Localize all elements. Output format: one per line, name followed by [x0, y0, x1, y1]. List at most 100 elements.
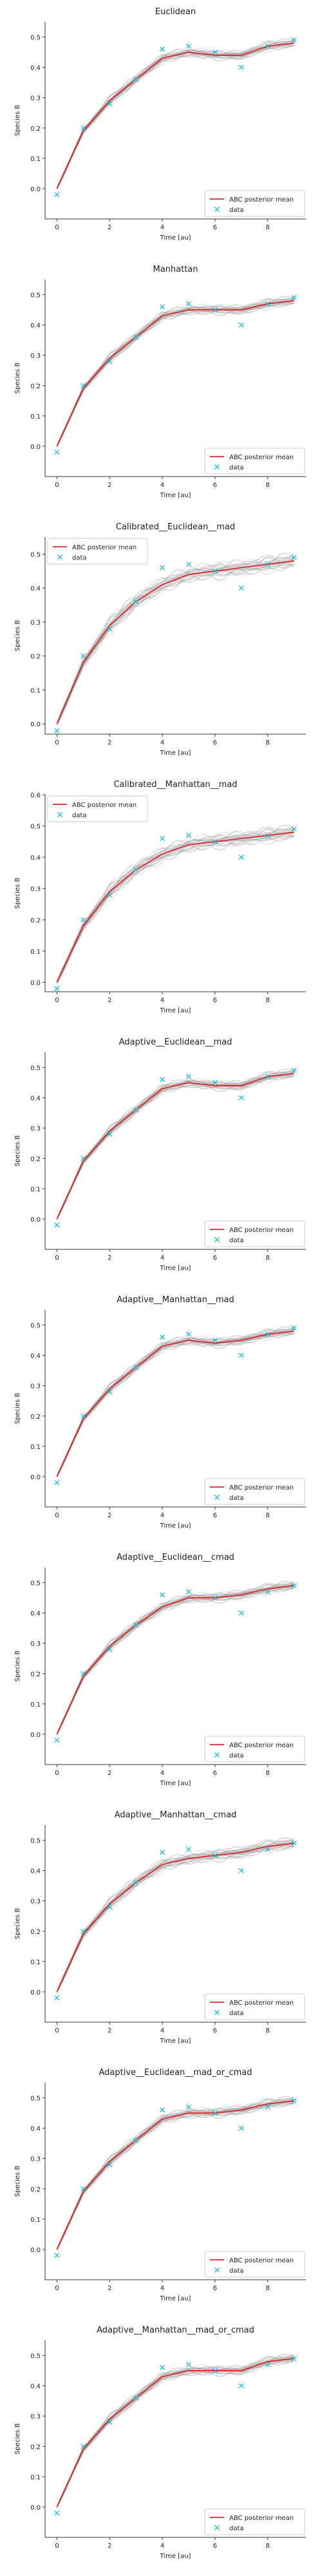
y-tick-label: 0.2 [30, 383, 41, 390]
posterior-sample-trace [56, 1332, 294, 1477]
x-axis-label: Time [au] [160, 1007, 191, 1014]
posterior-sample-trace [56, 1332, 294, 1477]
posterior-sample-trace [56, 1583, 294, 1734]
posterior-sample-trace [56, 1581, 294, 1734]
data-point [80, 1928, 86, 1934]
posterior-sample-trace [56, 1332, 294, 1477]
data-point [107, 1647, 113, 1653]
legend-label-mean: ABC posterior mean [72, 544, 137, 551]
chart-title: Manhattan [153, 265, 198, 274]
data-point [265, 1331, 270, 1337]
y-tick-label: 0.4 [30, 855, 41, 862]
posterior-sample-trace [56, 1580, 294, 1734]
y-tick-label: 0.3 [30, 1641, 41, 1648]
data-point [133, 1622, 139, 1628]
data-point [185, 301, 191, 307]
y-tick-label: 0.1 [30, 949, 41, 956]
posterior-sample-trace [56, 2357, 294, 2508]
posterior-sample-trace [56, 829, 294, 982]
posterior-sample-trace [56, 2102, 294, 2250]
posterior-sample-trace [56, 2358, 294, 2508]
x-tick-label: 4 [160, 1770, 164, 1777]
y-tick-label: 0.0 [30, 1474, 41, 1481]
legend-label-mean: ABC posterior mean [229, 1227, 294, 1234]
legend-box [204, 1220, 305, 1247]
posterior-sample-trace [56, 558, 294, 724]
y-tick-label: 0.1 [30, 1186, 41, 1193]
posterior-sample-trace [56, 1328, 294, 1477]
posterior-sample-trace [56, 1329, 294, 1477]
posterior-sample-trace [56, 40, 294, 189]
posterior-sample-trace [56, 828, 294, 983]
y-tick-label: 0.3 [30, 1899, 41, 1906]
data-point [212, 1338, 218, 1343]
posterior-sample-trace [56, 830, 294, 983]
data-point [238, 322, 244, 328]
posterior-sample-trace [56, 1327, 294, 1477]
posterior-sample-trace [56, 1584, 294, 1734]
posterior-sample-trace [56, 557, 294, 724]
posterior-sample-trace [56, 41, 294, 190]
posterior-sample-trace [56, 2103, 294, 2250]
x-tick-label: 6 [213, 1770, 217, 1777]
legend-swatch-data [214, 2010, 220, 2015]
posterior-sample-trace [56, 1586, 294, 1735]
data-point [265, 1074, 270, 1079]
posterior-sample-trace [56, 1329, 294, 1477]
posterior-sample-trace [56, 555, 294, 724]
legend: ABC posterior mean data [204, 1993, 305, 2020]
chart-title: Adaptive__Manhattan__cmad [115, 1810, 237, 1820]
x-axis-label: Time [au] [160, 2553, 191, 2560]
data-point [291, 1841, 297, 1846]
x-tick-label: 6 [213, 739, 217, 746]
data-point [160, 1334, 166, 1340]
chart-panel: Manhattan 0.0 0.1 0.2 0.3 0.4 0.5 0 2 4 6 8 Time [au… [14, 265, 306, 499]
data-point [54, 1738, 60, 1743]
legend-swatch-data [214, 1237, 220, 1242]
posterior-sample-trace [56, 2360, 294, 2508]
chart-title: Adaptive__Manhattan__mad [117, 1295, 234, 1305]
y-tick-label: 0.4 [30, 1611, 41, 1618]
chart-title: Calibrated__Euclidean__mad [116, 522, 235, 532]
posterior-sample-trace [56, 828, 294, 982]
data-point [185, 43, 191, 49]
y-tick-label: 0.0 [30, 2505, 41, 2512]
posterior-sample-trace [56, 1069, 294, 1219]
y-tick-label: 0.5 [30, 1580, 41, 1587]
posterior-mean-line [56, 831, 294, 983]
posterior-sample-traces [56, 1837, 294, 1993]
posterior-sample-trace [56, 553, 294, 723]
posterior-sample-trace [56, 1581, 294, 1734]
x-tick-label: 6 [213, 997, 217, 1004]
legend-swatch-data [214, 2268, 220, 2273]
posterior-sample-trace [56, 2354, 294, 2507]
y-tick-label: 0.2 [30, 126, 41, 133]
legend-label-mean: ABC posterior mean [72, 802, 137, 809]
posterior-sample-trace [56, 2099, 294, 2249]
posterior-sample-trace [56, 558, 294, 725]
posterior-sample-trace [56, 1071, 294, 1219]
legend-box [204, 190, 305, 217]
y-tick-label: 0.3 [30, 95, 41, 102]
y-axis-label: Species B [14, 2423, 21, 2455]
data-point [291, 554, 297, 560]
y-tick-label: 0.1 [30, 413, 41, 421]
y-tick-label: 0.3 [30, 620, 41, 627]
posterior-sample-trace [56, 1330, 294, 1477]
chart-panel: Adaptive__Euclidean__mad_or_cmad 0.0 0.1 0.… [14, 2068, 306, 2302]
data-point [185, 2362, 191, 2367]
data-point [291, 295, 297, 301]
posterior-sample-trace [56, 298, 294, 446]
data-point [238, 1868, 244, 1873]
x-tick-label: 8 [265, 997, 269, 1004]
posterior-sample-trace [56, 558, 294, 724]
data-point [185, 1331, 191, 1337]
posterior-sample-traces [56, 38, 294, 190]
posterior-sample-trace [56, 40, 294, 189]
legend-label-data: data [229, 207, 244, 214]
posterior-sample-trace [56, 1329, 294, 1477]
x-tick-label: 8 [265, 2285, 269, 2292]
posterior-sample-trace [56, 44, 294, 189]
posterior-sample-trace [56, 43, 294, 189]
